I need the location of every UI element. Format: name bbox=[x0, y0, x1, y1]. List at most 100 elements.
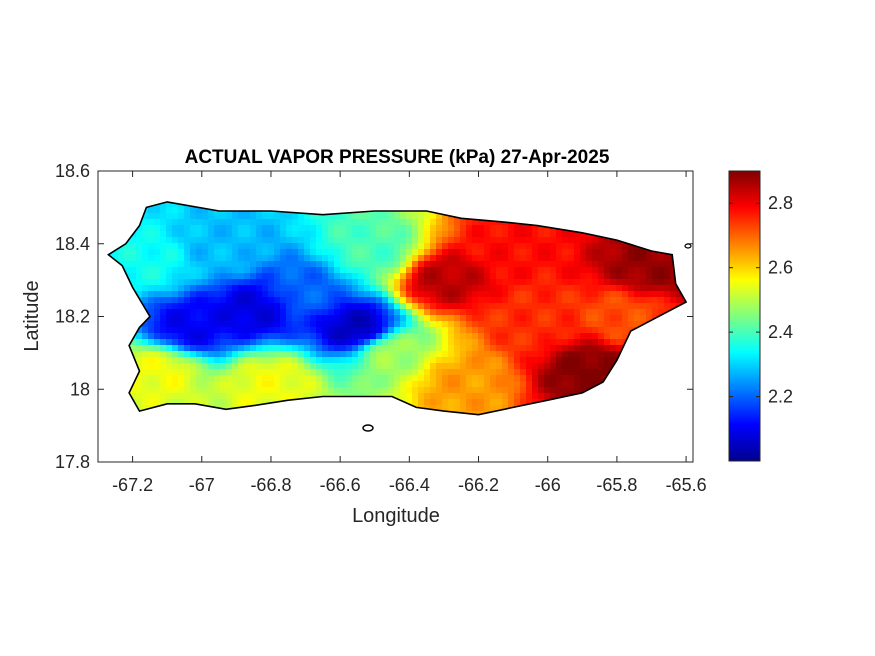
field-cell bbox=[316, 357, 323, 364]
field-cell bbox=[562, 345, 569, 352]
field-cell bbox=[382, 261, 389, 268]
field-cell bbox=[184, 333, 191, 340]
field-cell bbox=[604, 363, 611, 370]
field-cell bbox=[652, 279, 659, 286]
field-cell bbox=[148, 261, 155, 268]
field-cell bbox=[640, 309, 647, 316]
field-cell bbox=[544, 363, 551, 370]
field-cell bbox=[202, 267, 209, 274]
field-cell bbox=[478, 399, 485, 406]
field-cell bbox=[514, 327, 521, 334]
field-cell bbox=[568, 315, 575, 322]
field-cell bbox=[190, 393, 197, 400]
field-cell bbox=[394, 315, 401, 322]
field-cell bbox=[496, 297, 503, 304]
field-cell bbox=[310, 267, 317, 274]
field-cell bbox=[442, 357, 449, 364]
field-cell bbox=[562, 357, 569, 364]
field-cell bbox=[244, 285, 251, 292]
field-cell bbox=[472, 315, 479, 322]
field-cell bbox=[430, 357, 437, 364]
field-cell bbox=[262, 237, 269, 244]
field-cell bbox=[214, 339, 221, 346]
field-cell bbox=[304, 339, 311, 346]
field-cell bbox=[172, 243, 179, 250]
field-cell bbox=[556, 351, 563, 358]
field-cell bbox=[250, 345, 257, 352]
field-cell bbox=[478, 363, 485, 370]
field-cell bbox=[184, 279, 191, 286]
field-cell bbox=[334, 237, 341, 244]
field-cell bbox=[502, 333, 509, 340]
field-cell bbox=[424, 267, 431, 274]
field-cell bbox=[664, 261, 671, 268]
field-cell bbox=[520, 315, 527, 322]
field-cell bbox=[286, 375, 293, 382]
field-cell bbox=[352, 357, 359, 364]
field-cell bbox=[232, 327, 239, 334]
field-cell bbox=[436, 357, 443, 364]
field-cell bbox=[370, 231, 377, 238]
field-cell bbox=[472, 303, 479, 310]
field-cell bbox=[460, 219, 467, 226]
field-cell bbox=[286, 255, 293, 262]
field-cell bbox=[142, 363, 149, 370]
field-cell bbox=[214, 285, 221, 292]
field-cell bbox=[328, 309, 335, 316]
field-cell bbox=[490, 399, 497, 406]
field-cell bbox=[142, 399, 149, 406]
field-cell bbox=[466, 267, 473, 274]
field-cell bbox=[184, 375, 191, 382]
field-cell bbox=[214, 261, 221, 268]
field-cell bbox=[178, 333, 185, 340]
field-cell bbox=[322, 225, 329, 232]
field-cell bbox=[646, 267, 653, 274]
field-cell bbox=[466, 327, 473, 334]
field-cell bbox=[298, 333, 305, 340]
field-cell bbox=[226, 255, 233, 262]
field-cell bbox=[334, 333, 341, 340]
field-cell bbox=[286, 273, 293, 280]
field-cell bbox=[202, 357, 209, 364]
field-cell bbox=[406, 255, 413, 262]
field-cell bbox=[262, 309, 269, 316]
field-cell bbox=[658, 309, 665, 316]
field-cell bbox=[172, 321, 179, 328]
field-cell bbox=[328, 249, 335, 256]
field-cell bbox=[226, 327, 233, 334]
field-cell bbox=[172, 381, 179, 388]
field-cell bbox=[238, 297, 245, 304]
field-cell bbox=[388, 255, 395, 262]
field-cell bbox=[154, 321, 161, 328]
field-cell bbox=[148, 339, 155, 346]
field-cell bbox=[292, 237, 299, 244]
field-cell bbox=[436, 321, 443, 328]
field-cell bbox=[262, 267, 269, 274]
field-cell bbox=[274, 225, 281, 232]
field-cell bbox=[400, 351, 407, 358]
field-cell bbox=[262, 213, 269, 220]
field-cell bbox=[196, 399, 203, 406]
field-cell bbox=[496, 345, 503, 352]
field-cell bbox=[478, 303, 485, 310]
field-cell bbox=[214, 315, 221, 322]
field-cell bbox=[496, 315, 503, 322]
field-cell bbox=[166, 327, 173, 334]
field-cell bbox=[502, 315, 509, 322]
field-cell bbox=[418, 291, 425, 298]
field-cell bbox=[460, 351, 467, 358]
field-cell bbox=[364, 249, 371, 256]
field-cell bbox=[604, 327, 611, 334]
field-cell bbox=[400, 213, 407, 220]
field-cell bbox=[496, 357, 503, 364]
field-cell bbox=[496, 327, 503, 334]
field-cell bbox=[472, 255, 479, 262]
field-cell bbox=[472, 327, 479, 334]
field-cell bbox=[388, 243, 395, 250]
field-cell bbox=[262, 351, 269, 358]
field-cell bbox=[502, 387, 509, 394]
field-cell bbox=[568, 381, 575, 388]
field-cell bbox=[538, 339, 545, 346]
field-cell bbox=[256, 327, 263, 334]
field-cell bbox=[568, 303, 575, 310]
